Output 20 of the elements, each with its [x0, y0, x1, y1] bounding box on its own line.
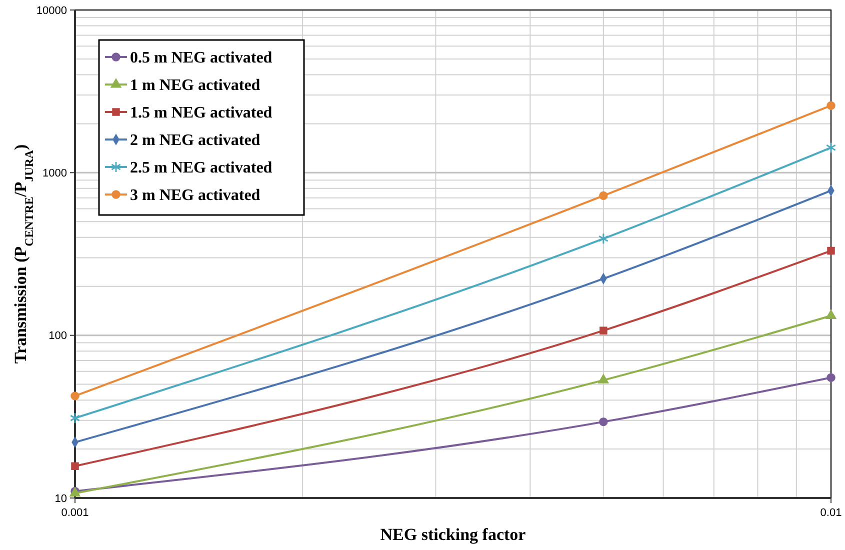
point	[827, 246, 835, 255]
x-tick-label: 0.001	[61, 507, 89, 519]
point	[826, 373, 836, 382]
point	[70, 412, 80, 424]
point	[71, 462, 79, 470]
y-tick-label: 10	[54, 492, 67, 505]
legend-label: 2 m NEG activated	[130, 132, 260, 150]
legend-label: 1 m NEG activated	[130, 77, 260, 94]
point	[70, 392, 80, 400]
y-tick-label: 10000	[36, 4, 67, 17]
legend-label: 0.5 m NEG activated	[130, 50, 272, 67]
point	[826, 101, 836, 110]
legend-label: 2.5 m NEG activated	[130, 160, 272, 177]
y-tick-label: 1000	[42, 168, 67, 180]
x-axis-title: NEG sticking factor	[380, 525, 526, 544]
legend-label: 1.5 m NEG activated	[130, 104, 272, 122]
point	[826, 142, 836, 154]
y-tick-label: 100	[48, 330, 67, 342]
x-tick-label: 0.01	[820, 507, 842, 519]
legend-label: 3 m NEG activated	[130, 187, 260, 204]
